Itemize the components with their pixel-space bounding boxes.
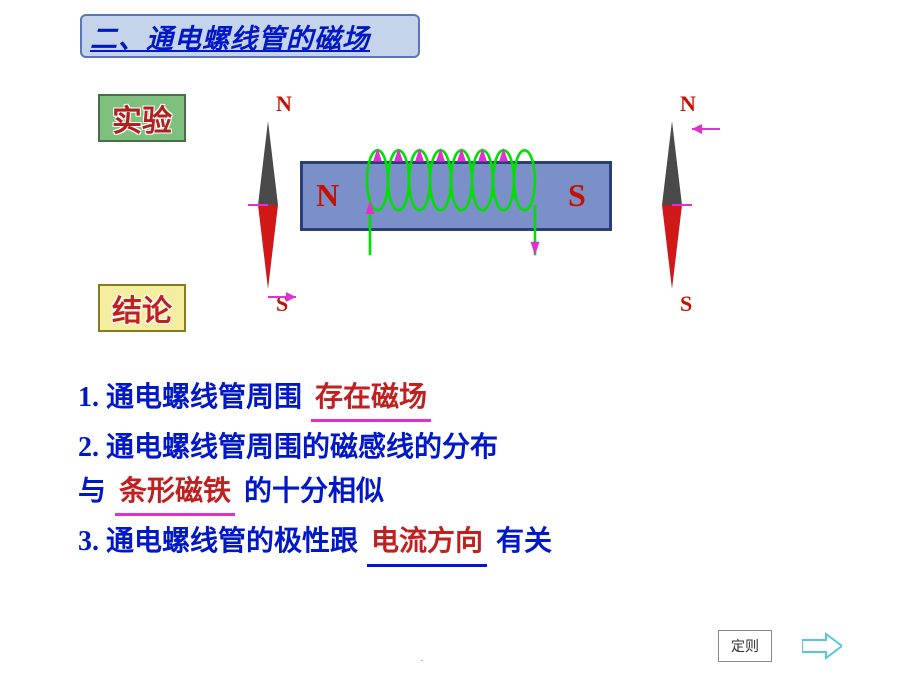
right-needle-s: S [680,291,692,317]
conclusion-label: 结论 [112,286,172,330]
solenoid-diagram: N S [230,85,770,335]
core-pole-n: N [316,177,339,214]
conclusion-badge: 结论 [98,284,186,332]
next-arrow-icon[interactable] [802,632,842,660]
core-pole-s: S [568,177,586,214]
line1-prefix: 1. 通电螺线管周围 [78,382,302,413]
section-title-box: 二、通电螺线管的磁场 [80,14,420,58]
line3-fill: 电流方向 [367,520,487,566]
conclusions-block: 1. 通电螺线管周围 存在磁场 2. 通电螺线管周围的磁感线的分布 与 条形磁铁… [78,376,838,571]
solenoid-core [300,161,612,231]
rule-button-label: 定则 [731,636,759,656]
experiment-badge: 实验 [98,94,186,142]
left-bottom-arrow [268,287,308,307]
right-needle-n: N [680,91,696,117]
conclusion-line-2: 2. 通电螺线管周围的磁感线的分布 与 条形磁铁 的十分相似 [78,426,838,516]
line2-prefix: 2. 通电螺线管周围的磁感线的分布 [78,432,498,463]
rule-button[interactable]: 定则 [718,630,772,662]
line3-suffix: 有关 [496,526,552,557]
experiment-label: 实验 [112,96,172,140]
conclusion-line-3: 3. 通电螺线管的极性跟 电流方向 有关 [78,520,838,566]
left-needle-n: N [276,91,292,117]
line2-mid-b: 的十分相似 [244,476,384,507]
compass-right [652,115,692,295]
compass-left [248,115,288,295]
right-top-arrow [690,119,730,139]
line1-fill: 存在磁场 [311,376,431,422]
line2-fill: 条形磁铁 [115,470,235,516]
page-marker: · [420,653,424,668]
conclusion-line-1: 1. 通电螺线管周围 存在磁场 [78,376,838,422]
line2-mid-a: 与 [78,476,106,507]
line3-prefix: 3. 通电螺线管的极性跟 [78,526,358,557]
section-title: 二、通电螺线管的磁场 [90,17,370,56]
